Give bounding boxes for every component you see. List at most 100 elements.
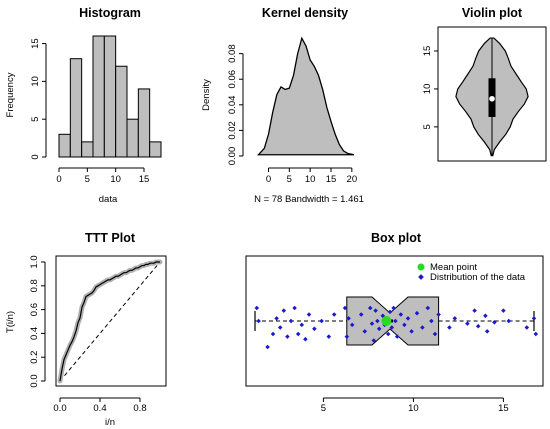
violin-median-marker: [489, 95, 495, 102]
histogram-bar: [126, 118, 139, 158]
histogram-y-tick-label: 0: [30, 154, 41, 159]
density-title: Kernel density: [262, 6, 348, 20]
histogram-x-tick-label: 10: [110, 174, 121, 185]
violin-y-tick-label: 10: [422, 84, 433, 95]
ttt-y-tick-label: 0.4: [29, 327, 40, 340]
histogram-y-tick-label: 5: [30, 117, 41, 122]
data-point: [531, 316, 537, 321]
data-point: [432, 331, 438, 337]
violin-y-tick-label: 15: [422, 46, 433, 57]
data-point: [436, 312, 441, 317]
density-y-tick-label: 0.00: [227, 147, 238, 166]
histogram-y-tick-label: 15: [30, 38, 41, 49]
data-point: [492, 320, 497, 325]
data-point: [349, 322, 355, 328]
histogram-bar: [92, 35, 105, 158]
ttt-frame: [55, 255, 167, 387]
data-point: [484, 329, 490, 334]
density-ylabel: Density: [201, 79, 212, 111]
data-point: [265, 344, 270, 350]
data-point: [319, 318, 324, 324]
data-point: [465, 321, 470, 326]
ttt-x-tick-label: 0.4: [93, 403, 106, 414]
density-y-tick-label: 0.02: [227, 121, 238, 140]
data-point: [447, 325, 452, 330]
data-point: [475, 323, 481, 329]
legend-points-marker: [418, 274, 424, 280]
violin-y-tick-label: 5: [422, 124, 433, 129]
ttt-ylabel: T(i/n): [5, 311, 16, 333]
data-point: [501, 308, 506, 313]
histogram-y-tick-label: 10: [30, 76, 41, 87]
density-y-tick-label: 0.08: [227, 44, 238, 63]
histogram-ylabel: Frequency: [5, 72, 16, 117]
legend-mean-label: Mean point: [430, 262, 477, 273]
density-x-tick-label: 20: [347, 174, 358, 185]
histogram-xlabel: data: [99, 194, 118, 205]
data-point: [346, 316, 351, 321]
data-point: [270, 331, 276, 337]
data-point: [373, 308, 378, 313]
data-point: [292, 305, 297, 311]
boxplot-mean-marker: [381, 316, 392, 326]
ttt-x-tick-label: 0.0: [53, 403, 66, 414]
data-point: [362, 329, 368, 334]
data-point: [274, 316, 279, 321]
histogram-x-tick-label: 0: [56, 174, 61, 185]
data-point: [389, 325, 395, 330]
data-point: [405, 316, 411, 321]
data-point: [387, 309, 393, 315]
ttt-curve: [59, 261, 160, 382]
data-point: [429, 318, 434, 324]
data-point: [277, 325, 283, 330]
density-y-tick-label: 0.04: [227, 96, 238, 115]
data-point: [376, 326, 382, 332]
data-point: [385, 331, 391, 337]
ttt-y-tick-label: 0.8: [29, 279, 40, 292]
ttt-reference-diagonal: [59, 261, 161, 382]
data-point: [254, 305, 260, 311]
boxplot-frame: [245, 255, 544, 387]
histogram-bar: [103, 35, 117, 158]
data-point: [524, 325, 530, 330]
data-point: [367, 305, 373, 311]
histogram-bar: [137, 88, 151, 158]
data-point: [369, 321, 375, 326]
data-point: [303, 336, 308, 342]
data-point: [393, 318, 398, 324]
data-point: [295, 331, 301, 337]
histogram-title: Histogram: [79, 6, 141, 20]
violin-title: Violin plot: [462, 6, 523, 20]
data-point: [326, 334, 332, 339]
data-point: [506, 318, 512, 324]
data-point: [533, 331, 539, 337]
ttt-title: TTT Plot: [85, 231, 136, 245]
data-point: [281, 308, 287, 313]
plots-layer: 0 5 10 15 0 5 10 15 0 5 10 15 20 0.00 0.02 0.04 0.06 0.08…: [29, 26, 547, 414]
density-x-tick-label: 15: [326, 174, 337, 185]
data-point: [425, 305, 431, 311]
boxplot-x-tick-label: 10: [408, 403, 419, 414]
data-point: [409, 329, 414, 334]
data-point: [398, 312, 404, 317]
density-x-tick-label: 10: [305, 174, 316, 185]
data-point: [420, 325, 425, 330]
ttt-y-tick-label: 0.2: [29, 351, 40, 364]
data-point: [344, 334, 350, 339]
density-area: [257, 36, 355, 156]
data-point: [299, 322, 305, 328]
ttt-y-tick-label: 0.6: [29, 303, 40, 316]
ttt-y-tick-label: 1.0: [29, 255, 40, 268]
histogram-bar: [69, 58, 83, 158]
data-point: [371, 338, 377, 343]
data-point: [483, 313, 488, 319]
data-point: [342, 305, 348, 311]
data-point: [256, 318, 261, 324]
boxplot-x-tick-label: 5: [321, 403, 326, 414]
ttt-y-tick-label: 0.0: [29, 374, 40, 387]
legend-mean-marker: [417, 263, 425, 271]
boxplot-x-tick-label: 15: [498, 403, 509, 414]
density-note: N = 78 Bandwidth = 1.461: [254, 194, 364, 205]
histogram-bar: [149, 141, 162, 158]
